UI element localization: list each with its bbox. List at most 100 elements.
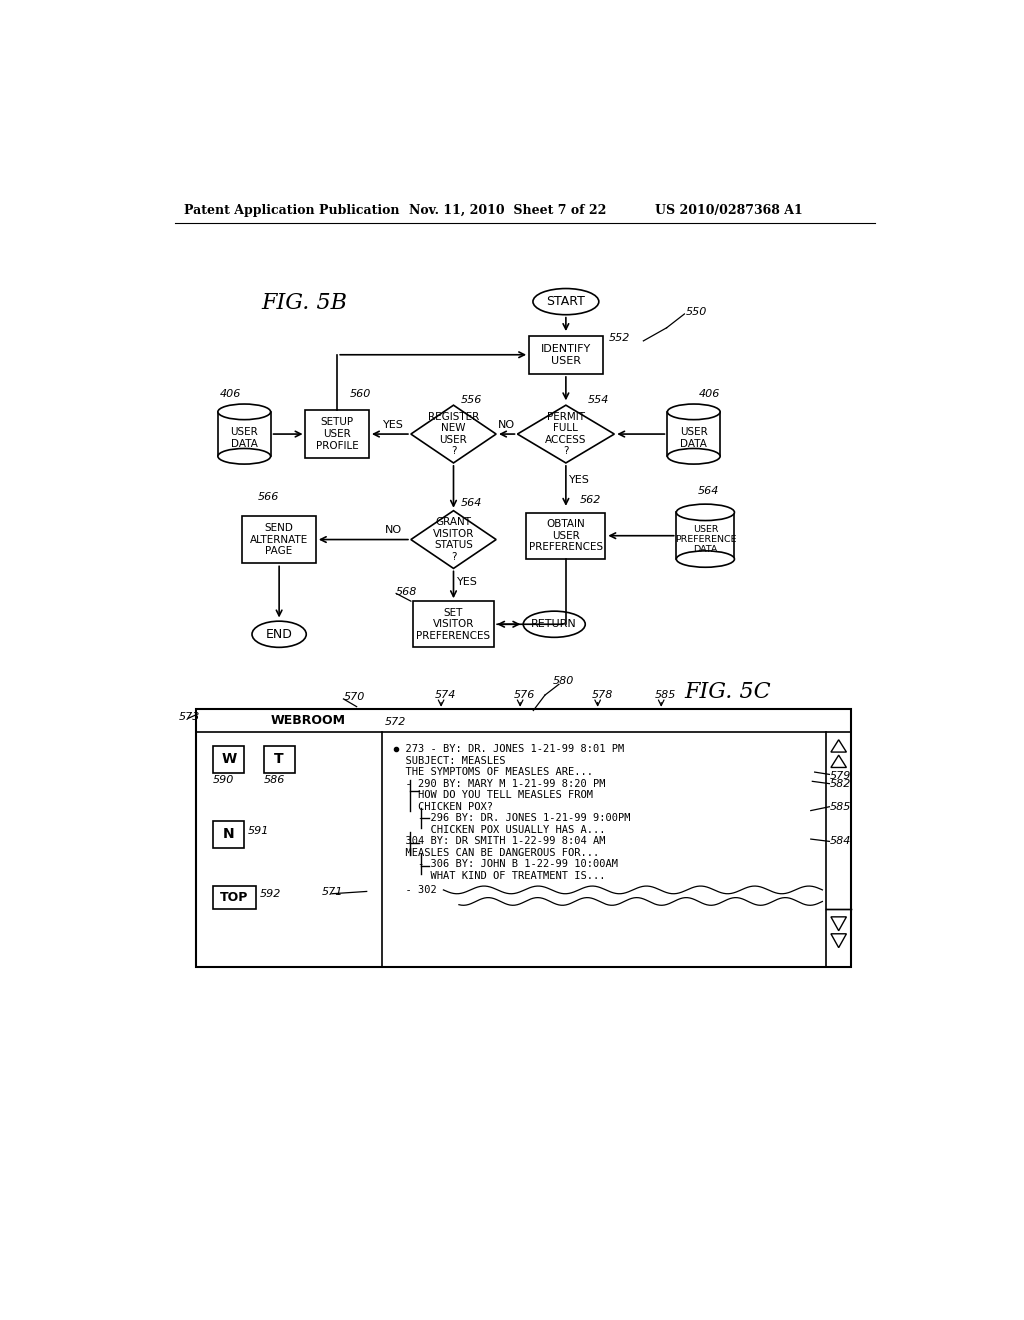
- Text: 579: 579: [830, 771, 852, 781]
- Text: HOW DO YOU TELL MEASLES FROM: HOW DO YOU TELL MEASLES FROM: [393, 791, 593, 800]
- Bar: [526, 512, 605, 558]
- Text: 552: 552: [609, 333, 631, 343]
- Text: 568: 568: [395, 587, 417, 597]
- Bar: [243, 516, 316, 564]
- Text: - 302: - 302: [393, 884, 437, 895]
- Text: 571: 571: [322, 887, 343, 898]
- Text: 550: 550: [686, 308, 708, 317]
- Ellipse shape: [676, 550, 734, 568]
- Polygon shape: [411, 405, 496, 463]
- Ellipse shape: [532, 289, 599, 314]
- Text: RETURN: RETURN: [531, 619, 578, 630]
- Text: - 296 BY: DR. JONES 1-21-99 9:00PM: - 296 BY: DR. JONES 1-21-99 9:00PM: [393, 813, 631, 824]
- Bar: [413, 601, 495, 647]
- Ellipse shape: [218, 404, 270, 420]
- Text: NO: NO: [385, 525, 402, 536]
- Bar: [213, 886, 256, 909]
- Bar: [213, 821, 245, 847]
- Ellipse shape: [252, 622, 306, 647]
- Text: 573: 573: [179, 711, 201, 722]
- Text: START: START: [547, 296, 586, 308]
- Text: 564: 564: [461, 499, 482, 508]
- Text: 585: 585: [830, 801, 852, 812]
- Text: CHICKEN POX USUALLY HAS A...: CHICKEN POX USUALLY HAS A...: [393, 825, 605, 834]
- Text: - 290 BY: MARY M 1-21-99 8:20 PM: - 290 BY: MARY M 1-21-99 8:20 PM: [393, 779, 605, 788]
- Bar: [218, 412, 270, 457]
- Text: 580: 580: [553, 676, 574, 686]
- Text: 406: 406: [219, 389, 241, 399]
- Text: 586: 586: [263, 775, 285, 785]
- Text: 560: 560: [349, 389, 371, 399]
- Ellipse shape: [523, 611, 586, 638]
- Text: 570: 570: [343, 693, 365, 702]
- Text: 584: 584: [830, 837, 852, 846]
- Text: 592: 592: [260, 888, 282, 899]
- Bar: [197, 709, 851, 966]
- Polygon shape: [830, 933, 847, 948]
- Text: TOP: TOP: [220, 891, 249, 904]
- Bar: [668, 412, 720, 457]
- Text: YES: YES: [569, 475, 590, 484]
- Text: US 2010/0287368 A1: US 2010/0287368 A1: [655, 205, 803, 218]
- Ellipse shape: [676, 504, 734, 520]
- Text: 406: 406: [698, 389, 720, 399]
- Text: YES: YES: [383, 420, 404, 430]
- Text: 582: 582: [830, 779, 852, 788]
- Text: FIG. 5B: FIG. 5B: [261, 292, 347, 314]
- Text: WHAT KIND OF TREATMENT IS...: WHAT KIND OF TREATMENT IS...: [393, 871, 605, 880]
- Text: USER
PREFERENCE
DATA: USER PREFERENCE DATA: [675, 524, 736, 554]
- Bar: [305, 411, 369, 458]
- Ellipse shape: [218, 449, 270, 465]
- Text: 585: 585: [655, 690, 677, 700]
- Text: - 306 BY: JOHN B 1-22-99 10:00AM: - 306 BY: JOHN B 1-22-99 10:00AM: [393, 859, 618, 870]
- Text: W: W: [221, 752, 237, 766]
- Text: SET
VISITOR
PREFERENCES: SET VISITOR PREFERENCES: [417, 607, 490, 640]
- Polygon shape: [411, 511, 496, 569]
- Text: • 273 - BY: DR. JONES 1-21-99 8:01 PM: • 273 - BY: DR. JONES 1-21-99 8:01 PM: [393, 744, 625, 754]
- Bar: [263, 746, 295, 774]
- Text: 590: 590: [213, 775, 234, 785]
- Ellipse shape: [668, 404, 720, 420]
- Text: 562: 562: [580, 495, 601, 504]
- Text: FIG. 5C: FIG. 5C: [684, 681, 771, 704]
- Text: 591: 591: [248, 825, 269, 836]
- Polygon shape: [517, 405, 614, 463]
- Text: YES: YES: [457, 577, 478, 587]
- Text: N: N: [223, 826, 234, 841]
- Text: 564: 564: [697, 486, 719, 496]
- Text: PERMIT
FULL
ACCESS
?: PERMIT FULL ACCESS ?: [545, 412, 587, 457]
- Text: SETUP
USER
PROFILE: SETUP USER PROFILE: [315, 417, 358, 450]
- Text: USER
DATA: USER DATA: [230, 428, 258, 449]
- Text: 572: 572: [385, 717, 406, 727]
- Text: SEND
ALTERNATE
PAGE: SEND ALTERNATE PAGE: [250, 523, 308, 556]
- Text: CHICKEN POX?: CHICKEN POX?: [393, 801, 493, 812]
- Bar: [676, 512, 734, 560]
- Text: 556: 556: [461, 395, 482, 405]
- Text: Nov. 11, 2010  Sheet 7 of 22: Nov. 11, 2010 Sheet 7 of 22: [409, 205, 606, 218]
- Text: 576: 576: [514, 690, 536, 700]
- Text: 304 BY: DR SMITH 1-22-99 8:04 AM: 304 BY: DR SMITH 1-22-99 8:04 AM: [393, 837, 605, 846]
- Text: 554: 554: [588, 395, 609, 405]
- Ellipse shape: [668, 449, 720, 465]
- Text: T: T: [274, 752, 284, 766]
- Text: USER
DATA: USER DATA: [680, 428, 708, 449]
- Text: GRANT
VISITOR
STATUS
?: GRANT VISITOR STATUS ?: [433, 517, 474, 562]
- Text: REGISTER
NEW
USER
?: REGISTER NEW USER ?: [428, 412, 479, 457]
- Text: Patent Application Publication: Patent Application Publication: [183, 205, 399, 218]
- Polygon shape: [830, 917, 847, 931]
- Text: NO: NO: [499, 420, 515, 430]
- Bar: [213, 746, 245, 774]
- Text: MEASLES CAN BE DANGEROUS FOR...: MEASLES CAN BE DANGEROUS FOR...: [393, 847, 599, 858]
- Polygon shape: [830, 739, 847, 752]
- Text: 574: 574: [435, 690, 457, 700]
- Text: 578: 578: [592, 690, 612, 700]
- Text: 566: 566: [257, 492, 279, 502]
- Bar: [529, 335, 603, 374]
- Text: THE SYMPTOMS OF MEASLES ARE...: THE SYMPTOMS OF MEASLES ARE...: [393, 767, 593, 777]
- Text: END: END: [265, 628, 293, 640]
- Text: WEBROOM: WEBROOM: [271, 714, 346, 727]
- Text: OBTAIN
USER
PREFERENCES: OBTAIN USER PREFERENCES: [528, 519, 603, 552]
- Text: IDENTIFY
USER: IDENTIFY USER: [541, 345, 591, 366]
- Polygon shape: [830, 755, 847, 767]
- Text: SUBJECT: MEASLES: SUBJECT: MEASLES: [393, 755, 506, 766]
